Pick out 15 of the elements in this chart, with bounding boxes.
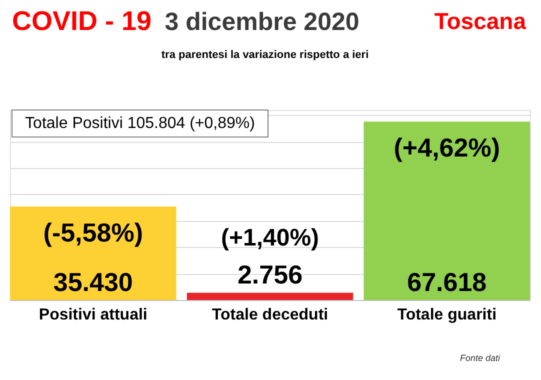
chart-title: 3 dicembre 2020 <box>164 8 360 36</box>
x-tick-label: Totale guariti <box>397 306 497 324</box>
source-note: Fonte dati <box>460 353 502 363</box>
text: Toscana <box>434 8 526 34</box>
annotation: Totale Positivi 105.804 (+0,89%) <box>25 115 255 132</box>
data-label: 2.756 <box>237 260 303 290</box>
chart-subtitle: tra parentesi la variazione rispetto a ieri <box>161 49 369 61</box>
annotation: (-5,58%) <box>43 218 143 248</box>
data-label: 67.618 <box>407 267 487 297</box>
text: COVID - 19 <box>12 6 152 36</box>
x-tick-label: Positivi attuali <box>38 306 148 324</box>
data-label: 35.430 <box>53 267 133 297</box>
x-tick-label: Totale deceduti <box>212 306 328 324</box>
annotation: (+4,62%) <box>394 132 500 163</box>
annotation: (+1,40%) <box>220 224 320 252</box>
